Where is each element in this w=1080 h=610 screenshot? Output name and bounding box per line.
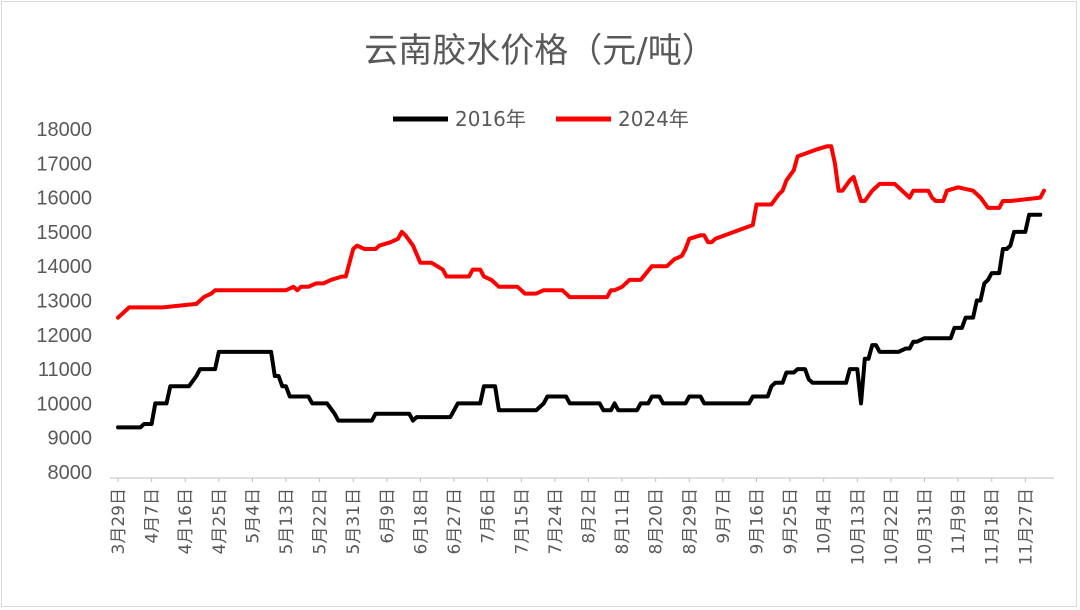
y-tick-label: 8000 (48, 462, 93, 484)
y-tick-label: 10000 (36, 393, 92, 415)
x-tick-label: 4月25日 (210, 488, 230, 554)
y-tick-label: 13000 (36, 291, 92, 313)
y-axis: 8000 9000 10000 11000 12000 13000 14000 15000 16… (36, 119, 92, 484)
legend-entry-2016: 2016年 (393, 107, 526, 131)
legend-label-2016: 2016年 (455, 107, 526, 131)
x-tick-label: 4月7日 (143, 488, 163, 544)
x-tick-label: 11月18日 (983, 488, 1003, 565)
x-tick-label: 5月22日 (311, 488, 331, 554)
y-tick-label: 11000 (38, 359, 92, 381)
x-tick-label: 10月13日 (848, 488, 868, 565)
x-tick-label: 5月13日 (277, 488, 297, 554)
y-tick-label: 15000 (36, 222, 92, 244)
x-tick-label: 7月15日 (512, 488, 532, 554)
x-tick-label: 5月31日 (344, 488, 364, 554)
x-tick-label: 8月20日 (647, 488, 667, 554)
x-tick-label: 3月29日 (109, 488, 129, 554)
x-tick-label: 10月22日 (882, 488, 902, 565)
x-tick-label: 8月2日 (579, 488, 599, 544)
x-tick-label: 9月7日 (714, 488, 734, 544)
y-tick-label: 12000 (36, 325, 92, 347)
series-line-2024 (116, 144, 1046, 320)
x-tick-label: 10月4日 (815, 488, 835, 554)
y-tick-label: 16000 (36, 188, 92, 210)
x-tick-label: 5月4日 (243, 488, 263, 544)
x-tick-label: 8月11日 (613, 488, 633, 554)
y-tick-label: 17000 (36, 153, 92, 175)
series-line-2016 (116, 212, 1043, 430)
x-tick-label: 10月31日 (916, 488, 936, 565)
x-axis: 3月29日 4月7日 4月16日 4月25日 5月4日 5月13日 5月22日 5月31日 6月… (109, 478, 1036, 565)
plot-area (116, 144, 1046, 430)
legend-label-2024: 2024年 (618, 107, 689, 131)
x-tick-label: 6月27日 (445, 488, 465, 554)
x-tick-label: 11月9日 (949, 488, 969, 554)
chart-title: 云南胶水价格（元/吨） (364, 31, 715, 71)
legend-entry-2024: 2024年 (556, 107, 689, 131)
x-tick-label: 6月9日 (378, 488, 398, 544)
x-tick-label: 8月29日 (680, 488, 700, 554)
x-tick-label: 9月25日 (781, 488, 801, 554)
x-tick-label: 7月24日 (546, 488, 566, 554)
y-tick-label: 9000 (48, 428, 93, 450)
legend: 2016年 2024年 (393, 107, 689, 131)
y-tick-label: 14000 (36, 256, 92, 278)
x-tick-label: 9月16日 (747, 488, 767, 554)
x-tick-label: 11月27日 (1016, 488, 1036, 565)
x-tick-label: 7月6日 (479, 488, 499, 544)
x-tick-label: 4月16日 (176, 488, 196, 554)
y-tick-label: 18000 (36, 119, 92, 141)
x-tick-label: 6月18日 (411, 488, 431, 554)
